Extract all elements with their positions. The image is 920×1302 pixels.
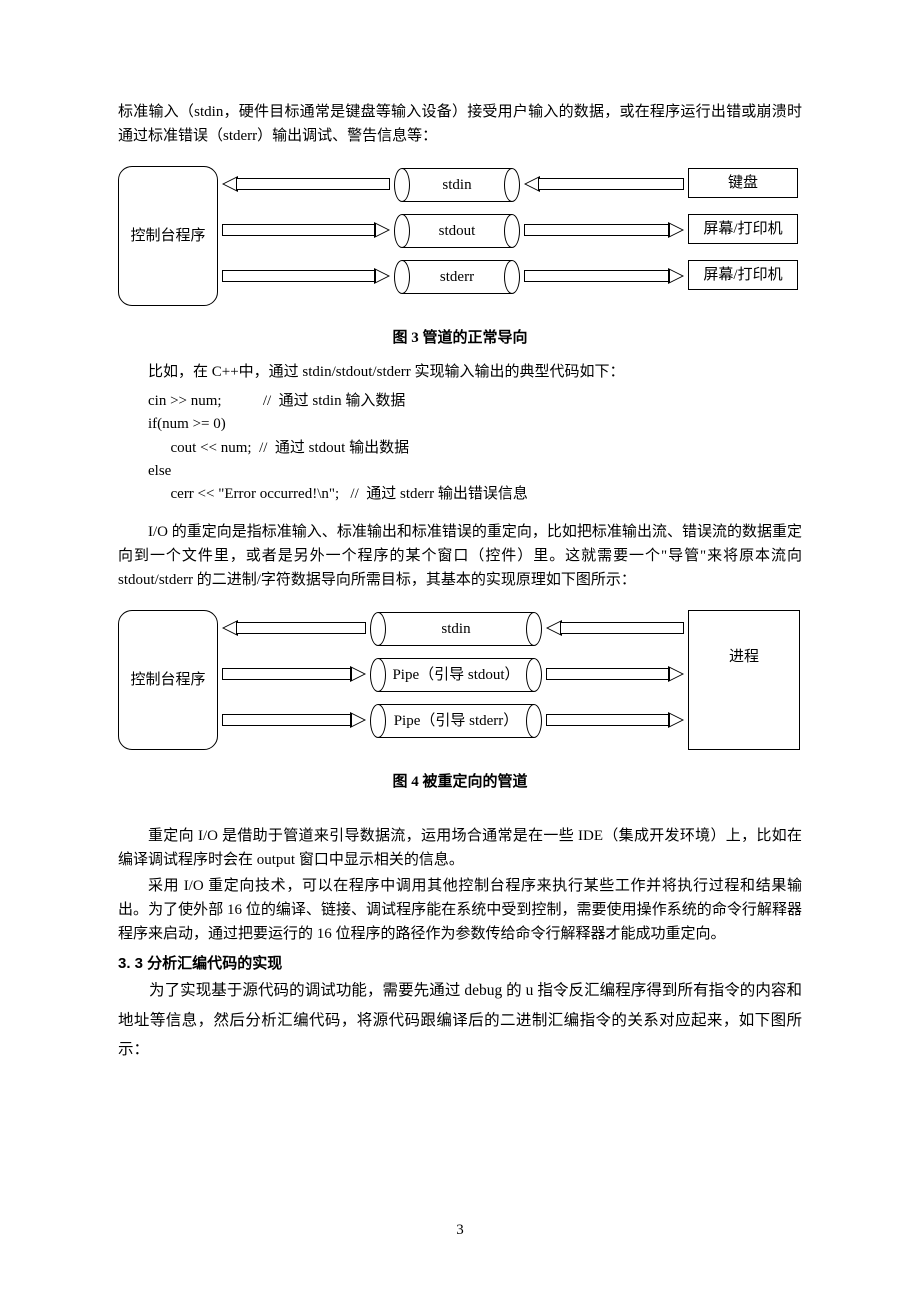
d1-console: 控制台程序 (118, 166, 218, 306)
diagram2-caption: 图 4 被重定向的管道 (118, 770, 802, 794)
d2-pipe-stdin-l (370, 612, 386, 646)
d2-pipe-stdin-r (526, 612, 542, 646)
d2-process: 进程 (688, 610, 800, 750)
d1-pipe-stdout-right (504, 214, 520, 248)
d1-arrow-stdin-left (222, 176, 390, 192)
d2-pipe-stdin: stdin (378, 612, 534, 646)
d2-pipe-stdout: Pipe（引导 stdout） (378, 658, 534, 692)
code-line-2: cout << num; // 通过 stdout 输出数据 (118, 437, 802, 460)
d1-target-screen1: 屏幕/打印机 (688, 214, 798, 244)
diagram-pipe-redirect: 控制台程序 stdin Pipe（引导 stdout） Pipe（引导 stde… (118, 600, 802, 760)
d1-arrow-stdout-left (222, 222, 390, 238)
code-line-0: cin >> num; // 通过 stdin 输入数据 (118, 390, 802, 413)
section-3-3-title: 3. 3 分析汇编代码的实现 (118, 952, 802, 976)
d2-arrow-stdin-left (222, 620, 366, 636)
d2-arrow-stdin-right (546, 620, 684, 636)
code-block: cin >> num; // 通过 stdin 输入数据 if(num >= 0… (118, 390, 802, 506)
redirect-para2: 采用 I/O 重定向技术，可以在程序中调用其他控制台程序来执行某些工作并将执行过… (118, 874, 802, 946)
d1-pipe-stderr-left (394, 260, 410, 294)
d1-pipe-stderr: stderr (402, 260, 512, 294)
code-line-3: else (118, 460, 802, 483)
d2-pipe-stderr: Pipe（引导 stderr） (378, 704, 534, 738)
d1-arrow-stderr-right (524, 268, 684, 284)
redirect-intro: I/O 的重定向是指标准输入、标准输出和标准错误的重定向，比如把标准输出流、错误… (118, 520, 802, 592)
d1-pipe-stdout: stdout (402, 214, 512, 248)
d1-pipe-stdin-left (394, 168, 410, 202)
d1-pipe-stdin: stdin (402, 168, 512, 202)
d1-arrow-stdout-right (524, 222, 684, 238)
redirect-para1: 重定向 I/O 是借助于管道来引导数据流，运用场合通常是在一些 IDE（集成开发… (118, 824, 802, 872)
d2-pipe-stdout-l (370, 658, 386, 692)
d2-arrow-stderr-left (222, 712, 366, 728)
d1-pipe-stdin-right (504, 168, 520, 202)
d2-console: 控制台程序 (118, 610, 218, 750)
code-line-4: cerr << "Error occurred!\n"; // 通过 stder… (118, 483, 802, 506)
d1-pipe-stdout-left (394, 214, 410, 248)
d1-pipe-stderr-right (504, 260, 520, 294)
d2-arrow-stdout-right (546, 666, 684, 682)
d1-target-screen2: 屏幕/打印机 (688, 260, 798, 290)
code-line-1: if(num >= 0) (118, 413, 802, 436)
page-number: 3 (0, 1218, 920, 1242)
d2-pipe-stdout-r (526, 658, 542, 692)
diagram-pipe-normal: 控制台程序 stdin stdout stderr 键盘 屏幕/打印机 屏幕/打… (118, 156, 802, 316)
code-intro: 比如，在 C++中，通过 stdin/stdout/stderr 实现输入输出的… (118, 360, 802, 384)
d1-arrow-stdin-right (524, 176, 684, 192)
section-3-3-body: 为了实现基于源代码的调试功能，需要先通过 debug 的 u 指令反汇编程序得到… (118, 976, 802, 1064)
d2-arrow-stderr-right (546, 712, 684, 728)
d1-arrow-stderr-left (222, 268, 390, 284)
diagram1-caption: 图 3 管道的正常导向 (118, 326, 802, 350)
d1-target-keyboard: 键盘 (688, 168, 798, 198)
d2-pipe-stderr-l (370, 704, 386, 738)
d2-pipe-stderr-r (526, 704, 542, 738)
intro-paragraph: 标准输入（stdin，硬件目标通常是键盘等输入设备）接受用户输入的数据，或在程序… (118, 100, 802, 148)
d2-arrow-stdout-left (222, 666, 366, 682)
